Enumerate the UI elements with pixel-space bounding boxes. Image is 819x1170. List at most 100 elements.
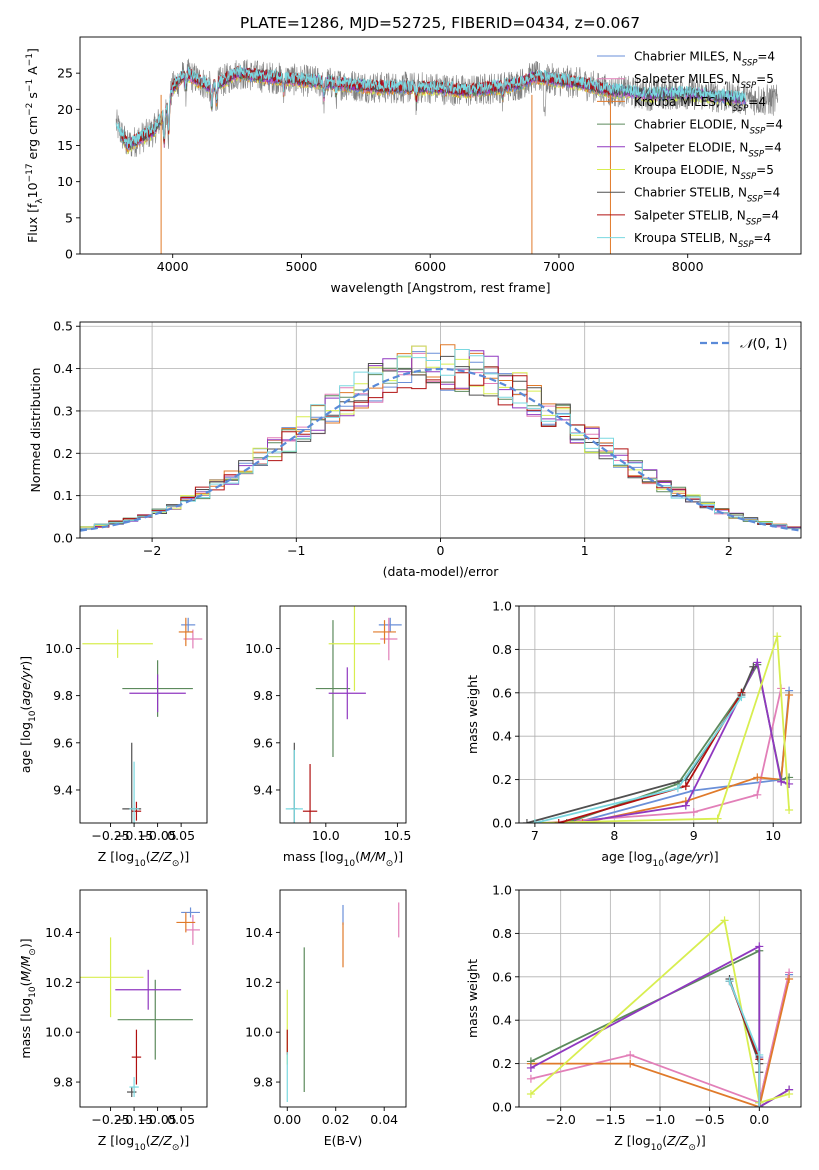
weight-marker bbox=[755, 942, 764, 951]
ticks: 7 8 9 10 0.0 0.2 0.4 0.6 0.8 1.0 bbox=[492, 599, 781, 844]
error-bar-point bbox=[378, 617, 402, 632]
weight-marker bbox=[720, 916, 729, 925]
weight-marker bbox=[725, 977, 734, 986]
x-tick-label: 0.05 bbox=[167, 828, 195, 843]
y-tick-label: 0.6 bbox=[492, 685, 512, 700]
y-tick-label: 0.1 bbox=[53, 488, 73, 503]
ticks: −2.0 −1.5 −1.0 −0.5 0.0 0.0 0.2 0.4 0.6 0.8 1.0 bbox=[492, 883, 769, 1128]
weight-line bbox=[534, 696, 743, 823]
weight-marker bbox=[626, 1050, 635, 1059]
y-tick-label: 10.0 bbox=[245, 641, 273, 656]
panel-age_vs_mass: 10.0 10.5 9.4 9.6 9.8 10.0 mass [log10(M/M⊙)] bbox=[245, 605, 411, 869]
weight-series bbox=[725, 977, 764, 1107]
y-tick-label: 10.0 bbox=[45, 1025, 73, 1040]
error-bar-point bbox=[129, 1077, 139, 1098]
y-tick-label: 0.2 bbox=[492, 772, 512, 787]
error-bar-point bbox=[131, 801, 142, 821]
y-tick-label: 20 bbox=[57, 102, 73, 117]
plot-area bbox=[115, 58, 779, 254]
x-tick-label: −1.0 bbox=[645, 1112, 675, 1127]
x-tick-label: 10.0 bbox=[312, 828, 340, 843]
weight-marker bbox=[737, 693, 746, 702]
y-tick-label: 0.8 bbox=[492, 926, 512, 941]
weight-marker bbox=[526, 1063, 535, 1072]
y-tick-label: 9.4 bbox=[53, 782, 73, 797]
y-tick-label: 10.4 bbox=[245, 925, 273, 940]
weight-marker bbox=[785, 1089, 794, 1098]
ticks: −2 −1 0 1 2 0.0 0.1 0.2 0.3 0.4 0.5 bbox=[53, 319, 733, 558]
y-tick-label: 0.5 bbox=[53, 319, 73, 334]
error-bar-point bbox=[373, 620, 396, 644]
x-axis-label: (data-model)/error bbox=[383, 564, 500, 579]
y-tick-label: 0.4 bbox=[492, 729, 512, 744]
legend-label: Chabrier ELODIE, NSSP=4 bbox=[634, 118, 783, 137]
axes-frame bbox=[79, 889, 208, 1108]
x-tick-label: 4000 bbox=[157, 259, 189, 274]
axes-frame bbox=[518, 605, 802, 824]
x-axis-label: mass [log10(M/M⊙)] bbox=[283, 849, 403, 869]
panel-age_vs_Z: −0.25−0.15−0.050.05 9.4 9.6 9.8 10.0 Z [log10… bbox=[18, 605, 208, 869]
y-tick-label: 1.0 bbox=[492, 883, 512, 898]
x-tick-label: 2 bbox=[725, 543, 733, 558]
weight-marker bbox=[626, 1059, 635, 1068]
x-tick-label: 0.00 bbox=[273, 1112, 301, 1127]
y-tick-label: 9.4 bbox=[253, 782, 273, 797]
legend-label: Kroupa MILES, NSSP=4 bbox=[634, 95, 766, 114]
weight-marker bbox=[785, 805, 794, 814]
y-tick-label: 9.6 bbox=[253, 735, 273, 750]
error-bar-point bbox=[131, 1029, 142, 1085]
error-bar-point bbox=[185, 914, 200, 945]
panel-weight_vs_Z: −2.0 −1.5 −1.0 −0.5 0.0 0.0 0.2 0.4 0.6 0.8 1.0 Z [… bbox=[465, 883, 802, 1153]
plot-area bbox=[522, 632, 794, 823]
ticks: 0.00 0.02 0.04 9.8 10.0 10.2 10.4 bbox=[245, 925, 398, 1127]
weight-series bbox=[530, 632, 794, 823]
y-tick-label: 9.8 bbox=[53, 1075, 73, 1090]
panel-mass_vs_ebv: 0.00 0.02 0.04 9.8 10.0 10.2 10.4 E(B-V) bbox=[245, 889, 407, 1148]
x-tick-label: −0.05 bbox=[138, 828, 176, 843]
x-tick-label: −2.0 bbox=[546, 1112, 576, 1127]
y-tick-label: 10.4 bbox=[45, 925, 73, 940]
weight-line bbox=[558, 692, 743, 823]
x-tick-label: 10 bbox=[765, 828, 781, 843]
weight-marker bbox=[681, 801, 690, 810]
x-tick-label: 0.04 bbox=[370, 1112, 398, 1127]
x-tick-label: 0.02 bbox=[322, 1112, 350, 1127]
y-tick-label: 9.6 bbox=[53, 735, 73, 750]
weight-marker bbox=[689, 808, 698, 817]
weight-marker bbox=[673, 784, 682, 793]
y-tick-label: 10 bbox=[57, 174, 73, 189]
x-tick-label: −0.25 bbox=[91, 1112, 129, 1127]
plot-area bbox=[80, 907, 200, 1098]
error-bar-point bbox=[328, 667, 366, 720]
x-tick-label: −2 bbox=[143, 543, 161, 558]
panel-mass_vs_Z: −0.25−0.15−0.050.05 9.8 10.0 10.2 10.4 Z [log… bbox=[18, 889, 208, 1153]
y-tick-label: 10.2 bbox=[245, 975, 273, 990]
y-axis-label: mass [log10(M/M⊙)] bbox=[18, 938, 38, 1058]
weight-marker bbox=[570, 819, 579, 823]
plot-area bbox=[80, 344, 801, 538]
model-spectrum bbox=[120, 67, 746, 148]
ticks: 10.0 10.5 9.4 9.6 9.8 10.0 bbox=[245, 641, 411, 843]
error-bar-point bbox=[328, 606, 381, 691]
x-tick-label: 10.5 bbox=[383, 828, 411, 843]
weight-marker bbox=[753, 790, 762, 799]
legend-label: Kroupa ELODIE, NSSP=5 bbox=[634, 163, 774, 182]
figure-title: PLATE=1286, MJD=52725, FIBERID=0434, z=0… bbox=[240, 14, 640, 32]
x-tick-label: 0 bbox=[437, 543, 445, 558]
weight-marker bbox=[755, 1103, 764, 1107]
weight-marker bbox=[681, 782, 690, 791]
legend-label: Chabrier STELIB, NSSP=4 bbox=[634, 186, 780, 205]
error-bar-point bbox=[302, 764, 318, 823]
y-tick-label: 0.2 bbox=[53, 446, 73, 461]
legend-label: Salpeter STELIB, NSSP=4 bbox=[634, 208, 779, 227]
y-tick-label: 10.2 bbox=[45, 975, 73, 990]
plot-area bbox=[82, 617, 203, 823]
error-bar-point bbox=[181, 907, 200, 918]
weight-line bbox=[530, 978, 790, 1107]
y-axis-label: mass weight bbox=[465, 959, 480, 1038]
weight-marker bbox=[530, 819, 539, 823]
weight-line bbox=[534, 636, 790, 823]
y-tick-label: 1.0 bbox=[492, 599, 512, 614]
legend-label: Kroupa STELIB, NSSP=4 bbox=[634, 231, 771, 250]
